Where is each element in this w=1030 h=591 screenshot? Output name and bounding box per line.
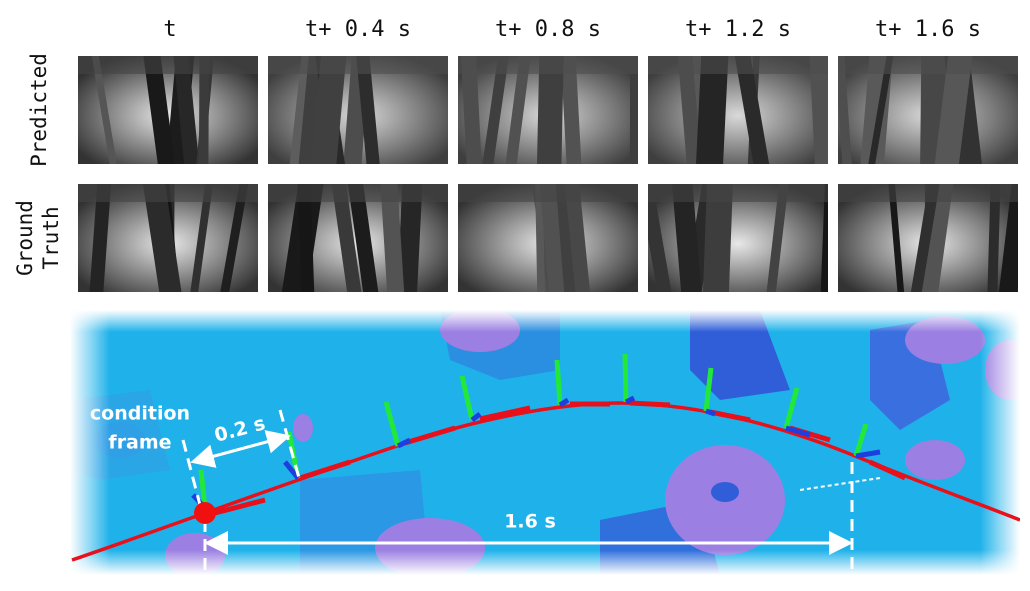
tree	[998, 184, 1018, 292]
column-header: t+ 0.8 s	[495, 17, 601, 42]
tree	[91, 56, 117, 164]
column-header: t+ 1.6 s	[875, 17, 981, 42]
image-grid	[78, 56, 1018, 292]
tree	[198, 56, 209, 164]
canopy	[78, 56, 258, 74]
image-cell	[838, 56, 1018, 164]
tree	[143, 56, 175, 164]
tree	[347, 184, 379, 292]
tree	[505, 56, 531, 164]
canopy	[648, 184, 828, 202]
row-label: Ground	[13, 200, 37, 276]
long-interval-label: 1.6 s	[504, 511, 556, 533]
canopy	[648, 56, 828, 74]
tree	[220, 184, 249, 292]
row-label: Predicted	[27, 53, 51, 167]
column-headers: t t+ 0.4 s t+ 0.8 s t+ 1.2 s t+ 1.6 s	[163, 17, 981, 42]
canopy	[458, 56, 638, 74]
canopy	[268, 56, 448, 74]
tree	[564, 184, 591, 292]
tree	[310, 56, 347, 164]
tree	[702, 184, 733, 292]
canopy	[78, 184, 258, 202]
image-cell	[458, 184, 638, 292]
tree	[838, 56, 852, 164]
tree	[987, 184, 1001, 292]
tree	[934, 56, 973, 164]
tree	[648, 184, 672, 292]
noise	[838, 56, 1018, 164]
column-header: t+ 0.4 s	[305, 17, 411, 42]
condition-point	[194, 502, 216, 524]
tree	[910, 184, 940, 292]
image	[458, 56, 638, 164]
tree	[397, 184, 423, 292]
image-cell	[648, 184, 828, 292]
tree	[142, 184, 182, 292]
image	[838, 184, 1018, 292]
tree	[380, 184, 405, 292]
image	[648, 184, 828, 292]
tree	[629, 56, 638, 164]
tree	[696, 56, 729, 164]
image-cell	[648, 56, 828, 164]
column-header: t	[163, 17, 176, 42]
tree	[809, 56, 828, 164]
short-arrow	[190, 430, 291, 468]
column-header: t+ 1.2 s	[685, 17, 791, 42]
canopy	[458, 184, 638, 202]
tree	[356, 56, 380, 164]
condition-label: frame	[108, 432, 171, 454]
image-cell	[78, 184, 258, 292]
tree	[560, 56, 582, 164]
tree	[868, 56, 894, 164]
image-cell	[458, 56, 638, 164]
tree	[734, 56, 770, 164]
image	[648, 56, 828, 164]
tree	[173, 56, 200, 164]
condition-label: condition	[90, 403, 190, 425]
tree	[89, 184, 112, 292]
canopy	[838, 56, 1018, 74]
trajectory-panel	[70, 310, 1020, 575]
noise	[648, 56, 828, 164]
image	[268, 184, 448, 292]
image-cell	[78, 56, 258, 164]
image-cell	[268, 56, 448, 164]
image	[78, 184, 258, 292]
image	[78, 56, 258, 164]
tree	[482, 56, 509, 164]
tree	[331, 184, 362, 292]
tree	[888, 184, 905, 292]
tree	[677, 56, 702, 164]
tree	[672, 184, 702, 292]
noise	[268, 56, 448, 164]
image	[838, 56, 1018, 164]
tree	[461, 56, 482, 164]
canopy	[838, 184, 1018, 202]
image	[268, 56, 448, 164]
tree	[920, 184, 954, 292]
row-label: Truth	[39, 206, 63, 269]
image-cell	[838, 184, 1018, 292]
image-cell	[268, 184, 448, 292]
tree	[297, 184, 315, 292]
noise	[458, 56, 638, 164]
tree	[766, 184, 789, 292]
tree	[820, 184, 828, 292]
canopy	[268, 184, 448, 202]
tree	[536, 56, 564, 164]
image	[458, 184, 638, 292]
tree	[540, 184, 565, 292]
tree	[190, 184, 214, 292]
